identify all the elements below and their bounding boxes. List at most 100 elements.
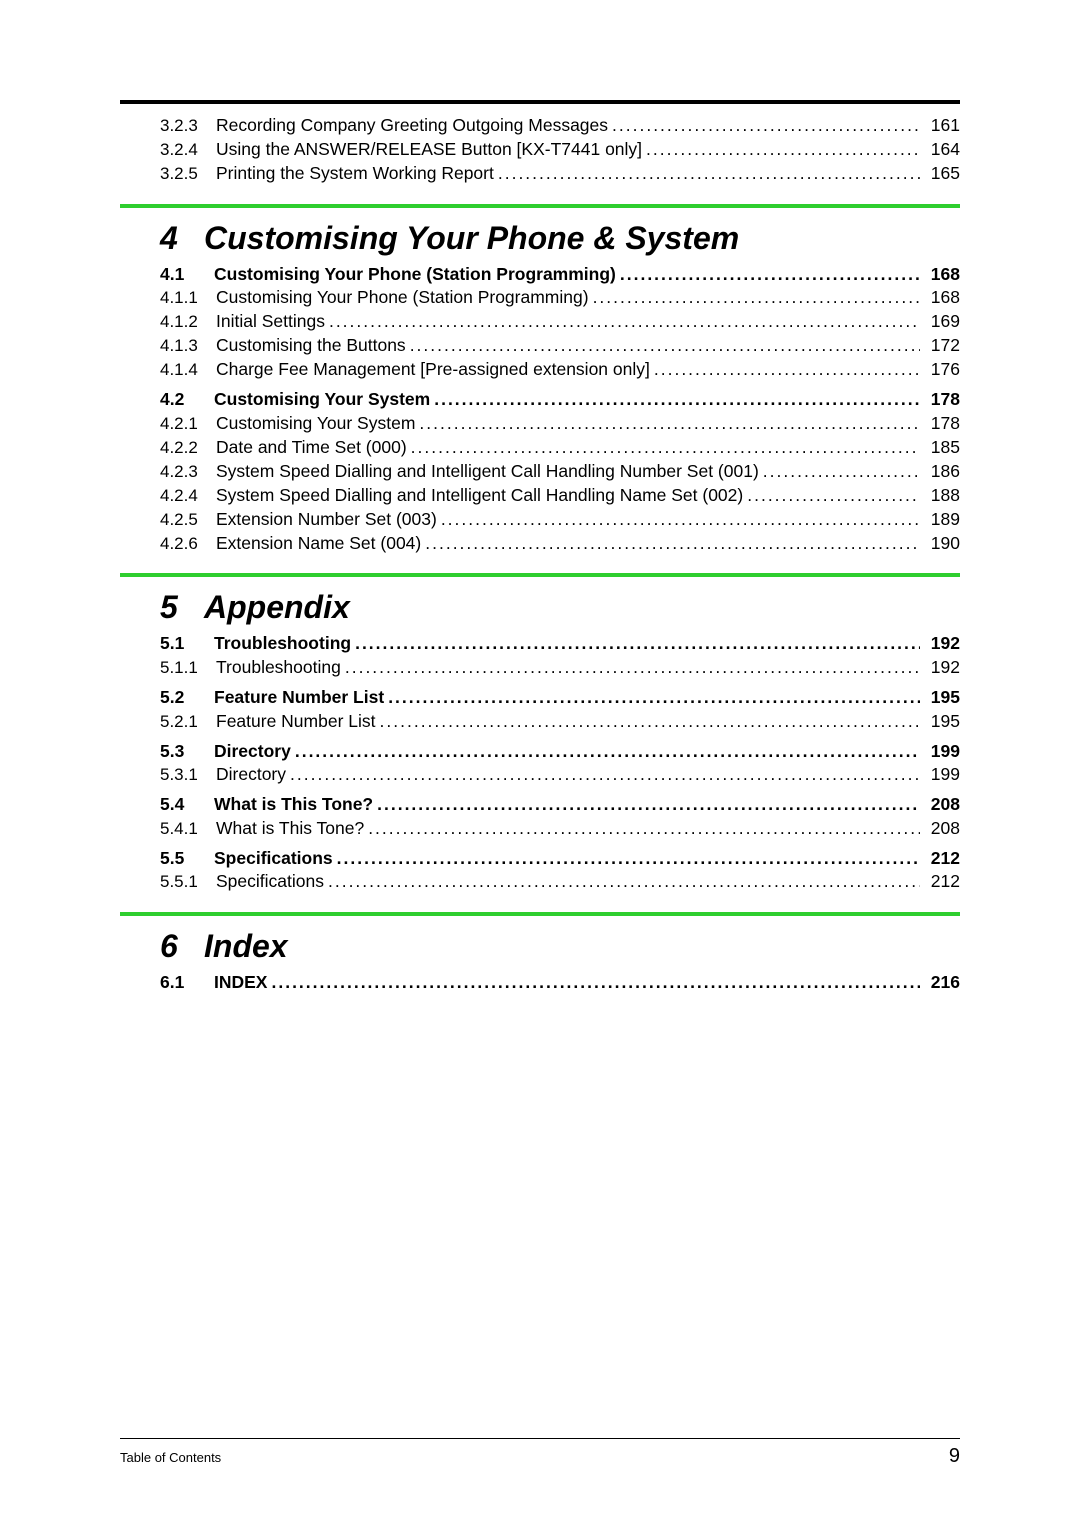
entry-page: 176 (924, 358, 960, 382)
entry-number: 5.1.1 (160, 657, 216, 680)
section-number: 5.1 (160, 632, 214, 656)
entry-text: System Speed Dialling and Intelligent Ca… (216, 484, 743, 508)
entry-text: Customising the Buttons (216, 334, 406, 358)
toc-entry: 3.2.4 Using the ANSWER/RELEASE Button [K… (120, 138, 960, 162)
entry-number: 4.1.1 (160, 287, 216, 310)
entry-text: Recording Company Greeting Outgoing Mess… (216, 114, 608, 138)
entry-page: 165 (924, 162, 960, 186)
toc-entry: 5.5.1Specifications 212 (120, 870, 960, 894)
dot-leader (441, 508, 920, 532)
toc-section: 4.2 Customising Your System 178 (120, 388, 960, 412)
toc-section: 5.4What is This Tone? 208 (120, 793, 960, 817)
entry-page: 212 (924, 870, 960, 894)
section-page: 212 (924, 847, 960, 871)
chapter-title: Appendix (204, 589, 350, 626)
section-number: 5.3 (160, 740, 214, 764)
toc-section: 5.1Troubleshooting 192 (120, 632, 960, 656)
entry-number: 5.5.1 (160, 871, 216, 894)
dot-leader (380, 710, 920, 734)
entry-number: 4.1.4 (160, 359, 216, 382)
section-page: 192 (924, 632, 960, 656)
section-title: Customising Your Phone (Station Programm… (214, 263, 616, 287)
dot-leader (368, 817, 920, 841)
section-title: Feature Number List (214, 686, 384, 710)
dot-leader (271, 971, 920, 995)
section-number: 5.4 (160, 793, 214, 817)
entry-text: Troubleshooting (216, 656, 341, 680)
entry-text: Printing the System Working Report (216, 162, 494, 186)
dot-leader (388, 686, 920, 710)
green-rule (120, 204, 960, 208)
entry-page: 164 (924, 138, 960, 162)
entry-number: 4.1.2 (160, 311, 216, 334)
toc-entry: 5.1.1Troubleshooting 192 (120, 656, 960, 680)
toc-entry: 4.2.3System Speed Dialling and Intellige… (120, 460, 960, 484)
dot-leader (654, 358, 920, 382)
chapter-heading: 6 Index (160, 928, 960, 965)
chapter-title: Customising Your Phone & System (204, 220, 739, 257)
section-title: What is This Tone? (214, 793, 373, 817)
section-page: 178 (924, 388, 960, 412)
top-black-rule (120, 100, 960, 104)
entry-text: Specifications (216, 870, 324, 894)
entry-number: 3.2.3 (160, 115, 216, 138)
entry-text: Date and Time Set (000) (216, 436, 407, 460)
section-page: 199 (924, 740, 960, 764)
entry-number: 4.2.6 (160, 533, 216, 556)
entry-number: 5.2.1 (160, 711, 216, 734)
chapter-heading: 4 Customising Your Phone & System (160, 220, 960, 257)
page-footer: Table of Contents 9 (120, 1438, 960, 1468)
entry-text: Extension Number Set (003) (216, 508, 437, 532)
chapter-number: 4 (160, 220, 204, 257)
section-number: 6.1 (160, 971, 214, 995)
toc-section: 4.1 Customising Your Phone (Station Prog… (120, 263, 960, 287)
entry-page: 199 (924, 763, 960, 787)
toc-entry: 4.2.2Date and Time Set (000) 185 (120, 436, 960, 460)
toc-entry: 4.2.1Customising Your System178 (120, 412, 960, 436)
entry-text: Using the ANSWER/RELEASE Button [KX-T744… (216, 138, 642, 162)
entry-page: 172 (924, 334, 960, 358)
entry-text: Initial Settings (216, 310, 325, 334)
dot-leader (747, 484, 920, 508)
entry-page: 195 (924, 710, 960, 734)
dot-leader (295, 740, 920, 764)
section-title: Directory (214, 740, 291, 764)
dot-leader (355, 632, 920, 656)
toc-entry: 4.2.4System Speed Dialling and Intellige… (120, 484, 960, 508)
dot-leader (290, 763, 920, 787)
toc-section: 5.5Specifications212 (120, 847, 960, 871)
spacer (120, 894, 960, 912)
section-page: 208 (924, 793, 960, 817)
toc-entry: 4.1.4Charge Fee Management [Pre-assigned… (120, 358, 960, 382)
toc-entry: 4.2.6Extension Name Set (004)190 (120, 532, 960, 556)
toc-entry: 3.2.3 Recording Company Greeting Outgoin… (120, 114, 960, 138)
entry-number: 3.2.4 (160, 139, 216, 162)
entry-page: 189 (924, 508, 960, 532)
dot-leader (329, 310, 920, 334)
toc-entry: 4.1.3Customising the Buttons172 (120, 334, 960, 358)
entry-number: 4.2.4 (160, 485, 216, 508)
dot-leader (337, 847, 920, 871)
entry-page: 188 (924, 484, 960, 508)
section-title: Specifications (214, 847, 333, 871)
entry-number: 4.2.2 (160, 437, 216, 460)
entry-number: 5.3.1 (160, 764, 216, 787)
section-page: 168 (924, 263, 960, 287)
dot-leader (763, 460, 920, 484)
entry-text: Customising Your System (216, 412, 415, 436)
section-number: 4.2 (160, 388, 214, 412)
entry-page: 192 (924, 656, 960, 680)
toc-page: 3.2.3 Recording Company Greeting Outgoin… (0, 0, 1080, 1528)
dot-leader (498, 162, 920, 186)
dot-leader (410, 334, 920, 358)
section-title: Troubleshooting (214, 632, 351, 656)
entry-page: 169 (924, 310, 960, 334)
toc-entry: 4.1.2Initial Settings 169 (120, 310, 960, 334)
section-number: 4.1 (160, 263, 214, 287)
section-title: Customising Your System (214, 388, 430, 412)
pre-chapter-entries: 3.2.3 Recording Company Greeting Outgoin… (120, 114, 960, 186)
chapter-number: 5 (160, 589, 204, 626)
chapter-heading: 5 Appendix (160, 589, 960, 626)
entry-page: 168 (924, 286, 960, 310)
entry-page: 185 (924, 436, 960, 460)
